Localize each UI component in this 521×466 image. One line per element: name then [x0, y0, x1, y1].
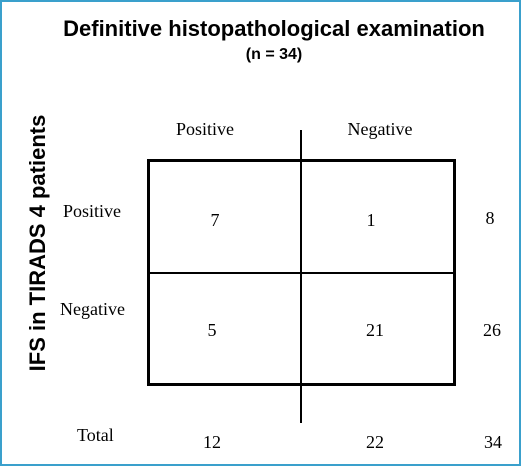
row-header-negative: Negative — [60, 299, 125, 319]
figure-subtitle: (n = 34) — [245, 46, 303, 63]
column-divider — [300, 130, 302, 423]
column-total-positive: 12 — [203, 432, 221, 452]
total-label: Total — [77, 425, 114, 445]
row-total-positive: 8 — [485, 208, 495, 228]
grand-total: 34 — [484, 432, 502, 452]
figure-title: Definitive histopathological examination — [63, 16, 485, 41]
row-total-negative: 26 — [483, 320, 501, 340]
column-header-positive: Positive — [175, 119, 235, 139]
cell-positive-negative: 1 — [366, 210, 376, 230]
cell-negative-negative: 21 — [366, 320, 384, 340]
row-header-positive: Positive — [63, 201, 122, 221]
row-axis-label: IFS in TIRADS 4 patients — [25, 114, 50, 372]
column-total-negative: 22 — [366, 432, 384, 452]
column-header-negative: Negative — [347, 119, 413, 139]
cell-positive-positive: 7 — [210, 210, 220, 230]
cell-negative-positive: 5 — [207, 320, 217, 340]
